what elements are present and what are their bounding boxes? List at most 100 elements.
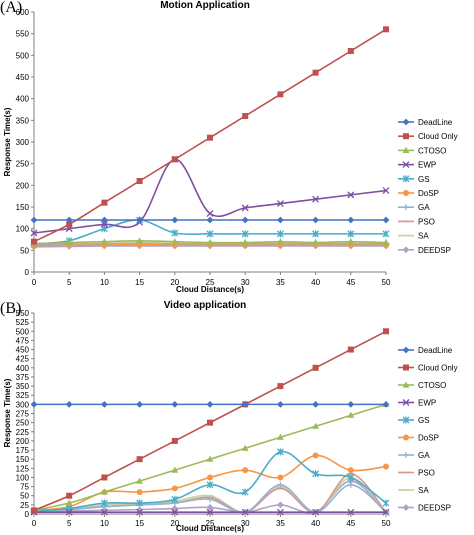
legend-marker [402, 246, 410, 254]
x-tick-label: 35 [276, 519, 285, 528]
data-point [277, 481, 284, 488]
legend-item-ewp: EWP [398, 161, 436, 170]
data-point [383, 463, 389, 470]
legend-item-ewp: EWP [398, 399, 436, 408]
x-tick-label: 35 [276, 278, 285, 287]
data-point [136, 477, 143, 484]
chart-video-application: (B) Video application02550751001251501752… [0, 300, 458, 533]
y-tick-label: 550 [16, 30, 30, 39]
x-axis-title: Cloud Distance(s) [176, 524, 244, 533]
data-point [241, 508, 249, 516]
data-point [347, 508, 355, 516]
legend-label: Cloud Only [418, 132, 458, 141]
legend-item-ctoso: CTOSO [398, 381, 446, 390]
data-point [101, 199, 108, 206]
x-tick-label: 10 [100, 519, 109, 528]
data-point [136, 400, 143, 408]
y-tick-label: 300 [16, 138, 30, 147]
data-point [277, 501, 284, 509]
data-point [347, 467, 354, 474]
data-point [347, 473, 355, 481]
data-point [31, 507, 37, 514]
data-point [347, 230, 355, 238]
data-point [277, 474, 284, 481]
legend-item-pso: PSO [398, 469, 435, 478]
data-point [171, 495, 179, 503]
legend-marker [402, 118, 410, 126]
y-tick-label: 475 [16, 336, 30, 345]
legend-label: DeadLine [418, 346, 453, 355]
y-tick-label: 350 [16, 382, 30, 391]
data-point [241, 444, 249, 451]
data-point [382, 499, 390, 507]
x-tick-label: 25 [206, 519, 215, 528]
data-point [171, 229, 179, 237]
y-tick-label: 0 [25, 268, 30, 277]
legend-item-dosp: DoSP [398, 434, 439, 443]
data-point [206, 504, 214, 511]
data-point [347, 238, 355, 245]
legend-label: CTOSO [418, 146, 446, 155]
legend-item-dosp: DoSP [398, 189, 439, 198]
data-point [241, 230, 249, 238]
legend-marker [403, 364, 409, 371]
y-tick-label: 250 [16, 419, 30, 428]
legend-marker [403, 204, 409, 211]
x-tick-label: 25 [206, 278, 215, 287]
data-point [241, 400, 249, 408]
data-point [206, 238, 214, 246]
data-point [136, 178, 143, 184]
x-axis-title: Cloud Distance(s) [176, 285, 244, 294]
data-point [30, 216, 38, 224]
x-tick-label: 20 [170, 519, 179, 528]
panel-label: (A) [0, 0, 22, 16]
legend-label: DEEDSP [418, 246, 451, 255]
x-tick-label: 0 [32, 278, 37, 287]
x-tick-label: 5 [67, 519, 72, 528]
data-point [171, 156, 178, 163]
legend-marker [402, 399, 410, 406]
data-point [207, 419, 213, 426]
data-point [171, 485, 178, 492]
data-point [277, 238, 284, 245]
data-point [136, 216, 143, 224]
y-tick-label: 325 [16, 391, 30, 400]
data-point [276, 230, 284, 238]
legend-item-cloud-only: Cloud Only [398, 364, 458, 373]
legend-label: PSO [418, 469, 435, 478]
data-point [347, 346, 354, 353]
data-point [347, 48, 354, 54]
y-tick-label: 25 [20, 501, 29, 510]
y-tick-label: 50 [20, 492, 29, 501]
legend-item-gs: GS [398, 416, 430, 425]
data-point [277, 91, 284, 98]
data-point [65, 508, 73, 516]
data-point [312, 400, 319, 408]
y-tick-label: 550 [16, 309, 30, 318]
y-tick-label: 100 [16, 473, 30, 482]
data-point [206, 216, 214, 224]
legend-item-sa: SA [398, 486, 429, 495]
data-point [101, 474, 108, 481]
y-tick-label: 200 [16, 181, 30, 190]
data-point [30, 400, 38, 408]
data-point [276, 448, 284, 456]
data-point [171, 400, 179, 408]
legend-item-ctoso: CTOSO [398, 146, 446, 155]
legend-label: GS [418, 416, 430, 425]
data-point [65, 499, 73, 506]
series-deadline [30, 400, 390, 408]
data-point [65, 238, 73, 246]
data-point [241, 488, 249, 496]
y-tick-label: 500 [16, 327, 30, 336]
data-point [347, 481, 354, 488]
data-point [242, 113, 249, 119]
legend-item-deedsp: DEEDSP [398, 246, 451, 255]
data-point [241, 216, 249, 224]
data-point [171, 437, 178, 444]
series-cloud-only [31, 26, 389, 245]
y-tick-label: 175 [16, 446, 30, 455]
x-tick-label: 45 [346, 278, 355, 287]
legend-item-ga: GA [398, 451, 430, 460]
data-point [171, 216, 179, 224]
